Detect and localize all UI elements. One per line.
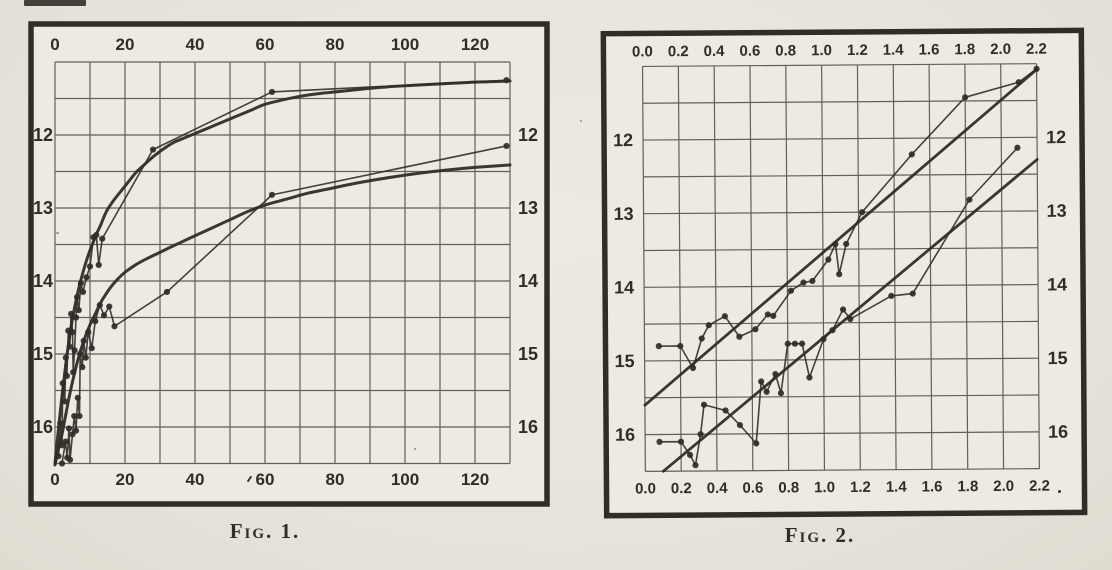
fig2-x-tick-top: 0.6 [739,43,760,60]
fig2-y-tick-right: 15 [1048,348,1068,368]
fig2-x-tick-top: 2.0 [990,41,1011,58]
fig2-x-tick-top: 1.0 [811,42,832,59]
fig2-x-tick-top: 1.6 [918,41,939,58]
fig2-lower-fit-line [661,157,1039,473]
fig2-x-tick-bottom: 1.0 [814,479,835,496]
fig2-x-tick-bottom: 1.4 [886,479,908,496]
fig2-x-tick-bottom: 1.2 [850,479,871,496]
fig2-x-tick-bottom: 0.0 [635,480,656,497]
fig2-x-tick-bottom: 0.8 [778,479,799,496]
fig2-y-tick-right: 16 [1048,422,1068,442]
fig2-x-tick-top: 1.4 [883,42,905,59]
fig2-x-tick-bottom: 2.2 [1029,478,1050,495]
fig1-caption: Fig. 1. [229,519,301,543]
fig2-x-tick-bottom: 1.6 [922,478,943,495]
fig2-x-tick-top: 0.0 [632,43,653,60]
fig2-y-tick-left: 14 [614,277,634,297]
fig2-upper-fit-line [643,68,1038,407]
fig2-y-tick-left: 13 [613,204,633,224]
fig1-lower-observed-points [58,142,510,467]
fig1-y-tick-right: 12 [518,125,538,145]
fig1-x-tick-top: 20 [116,35,135,54]
fig1-y-tick-left: 12 [33,125,53,145]
fig1-tick-labels: 0 0 20 20 40 40 60 60 80 80 100 100 120 120 12 12 13 13 14… [33,35,538,489]
fig1-x-tick-bottom: 40 [186,470,205,489]
fig1-x-tick-top: 120 [461,35,489,54]
speckle [580,120,582,122]
fig2-tick-labels: 0.0 0.0 0.2 0.2 0.4 0.4 0.6 0.6 0.8 0.8 1.0 1.0 1.2 1… [613,41,1068,498]
fig1-y-tick-right: 13 [518,198,538,218]
fig2-x-tick-top: 1.2 [847,42,868,59]
fig1-x-tick-bottom: 20 [116,470,135,489]
fig1-grid [54,61,511,465]
fig1-x-tick-top: 60 [256,35,275,54]
fig1-x-tick-bottom: 100 [391,470,419,489]
fig2-y-tick-left: 15 [615,351,635,371]
fig2-x-tick-bottom: 0.6 [742,480,763,497]
fig1-x-tick-bottom: 0 [50,470,59,489]
fig2-lower-observed-points [656,144,1021,469]
fig1-y-tick-right: 15 [518,344,538,364]
speckle [414,448,416,450]
fig1-x-tick-bottom: 120 [461,470,489,489]
fig2-x-tick-top: 1.8 [954,41,975,58]
fig1-x-tick-top: 40 [186,35,205,54]
fig1-y-tick-left: 13 [33,198,53,218]
fig2-x-tick-top: 0.8 [775,42,796,59]
fig2-y-tick-left: 16 [615,425,635,445]
fig2-x-tick-bottom: 0.4 [707,480,729,497]
fig1-x-tick-top: 0 [50,35,59,54]
fig2-x-tick-top: 0.2 [668,43,689,60]
fig1-x-tick-top: 100 [391,35,419,54]
fig1-y-tick-left: 14 [33,271,53,291]
fig2-upper-observed-points [655,65,1040,372]
fig1-y-tick-left: 15 [33,344,53,364]
fig2-y-tick-right: 13 [1046,201,1066,221]
fig2-x-tick-top: 2.2 [1026,41,1047,58]
speckle [1058,490,1061,493]
fig2-caption: Fig. 2. [784,523,856,547]
fig2-y-tick-right: 14 [1047,274,1067,294]
fig1-y-tick-right: 16 [518,417,538,437]
fig1-lower-smooth-curve [53,163,512,467]
fig1-plot: 0 0 20 20 40 40 60 60 80 80 100 100 120 120 12 12 13 13 14… [28,21,550,507]
fig1-x-tick-bottom: 60 [256,470,275,489]
fig2-plot: 0.0 0.0 0.2 0.2 0.4 0.4 0.6 0.6 0.8 0.8 1.0 1.0 1.2 1… [600,27,1088,519]
fig2-y-tick-left: 12 [613,130,633,150]
fig2-x-tick-bottom: 2.0 [993,478,1014,495]
fig1-y-tick-right: 14 [518,271,538,291]
fig2-frame [600,27,1088,519]
scan-artifact [24,0,86,6]
fig1-x-tick-top: 80 [326,35,345,54]
fig2-x-tick-bottom: 1.8 [957,478,978,495]
fig1-upper-smooth-curve [53,79,512,465]
fig1-upper-observed-points [55,77,510,460]
fig2-y-tick-right: 12 [1046,127,1066,147]
fig1-y-tick-left: 16 [33,417,53,437]
fig2-x-tick-top: 0.4 [704,43,726,60]
fig1-x-tick-bottom: 80 [326,470,345,489]
fig1-frame [28,21,550,507]
fig2-grid [641,63,1040,473]
speckle [56,232,59,234]
fig2-x-tick-bottom: 0.2 [671,480,692,497]
